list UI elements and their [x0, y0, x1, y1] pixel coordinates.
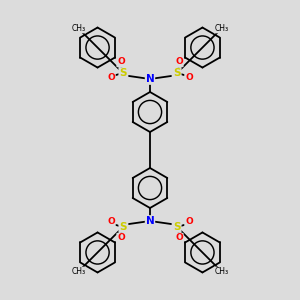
Text: S: S — [173, 222, 181, 232]
Text: S: S — [173, 68, 181, 78]
Text: O: O — [185, 74, 193, 82]
Text: O: O — [175, 58, 183, 67]
Text: O: O — [117, 233, 125, 242]
Text: O: O — [107, 74, 115, 82]
Text: CH₃: CH₃ — [214, 24, 229, 33]
Text: O: O — [185, 218, 193, 226]
Text: O: O — [175, 233, 183, 242]
Text: S: S — [119, 68, 127, 78]
Text: S: S — [119, 222, 127, 232]
Text: O: O — [107, 218, 115, 226]
Text: CH₃: CH₃ — [71, 24, 85, 33]
Text: CH₃: CH₃ — [214, 267, 229, 276]
Text: O: O — [117, 58, 125, 67]
Text: CH₃: CH₃ — [71, 267, 85, 276]
Text: N: N — [146, 74, 154, 84]
Text: N: N — [146, 216, 154, 226]
